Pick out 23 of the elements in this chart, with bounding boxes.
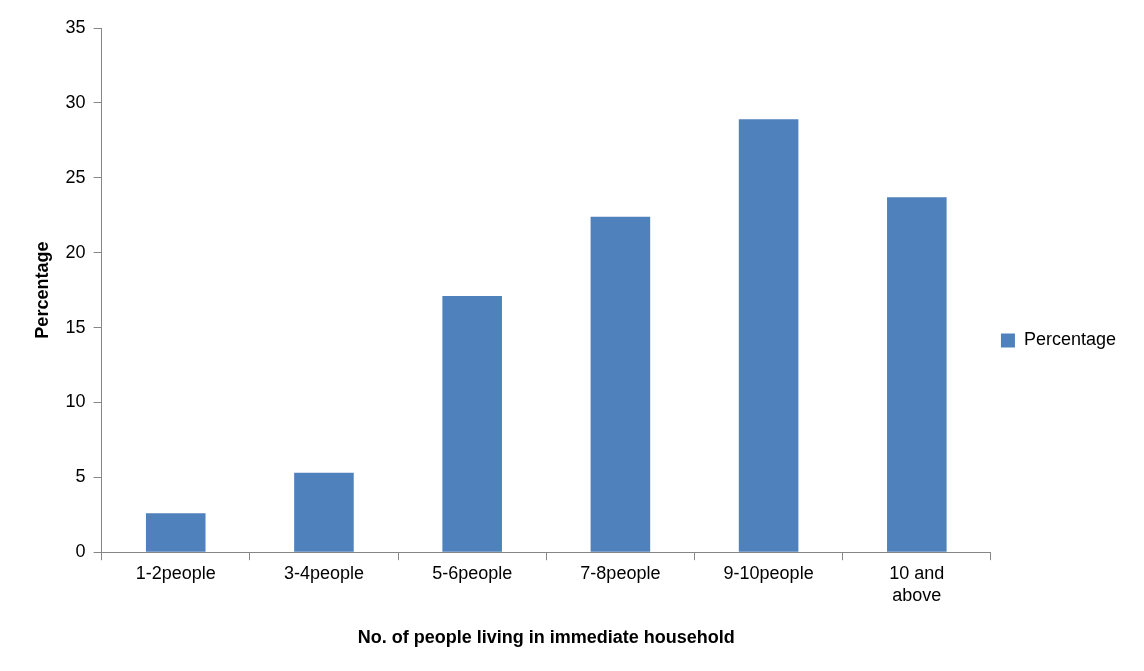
bar	[442, 296, 502, 552]
y-tick-label: 10	[65, 391, 86, 412]
y-tick-label: 35	[65, 16, 86, 37]
bar	[887, 197, 947, 552]
bar	[738, 119, 799, 552]
bar	[145, 513, 206, 552]
y-tick-label: 15	[65, 316, 86, 337]
y-tick-label: 30	[65, 91, 86, 112]
x-tick-label: 1-2people	[135, 562, 216, 583]
bar	[294, 472, 354, 552]
y-axis-title: Percentage	[31, 241, 52, 339]
y-tick-label: 0	[75, 541, 86, 562]
x-tick-label: 9-10people	[723, 562, 814, 583]
y-tick-label: 25	[65, 166, 86, 187]
x-tick-label: 7-8people	[580, 562, 661, 583]
y-tick-label: 20	[65, 241, 86, 262]
y-tick-label: 5	[75, 466, 86, 487]
x-tick-label: 3-4people	[283, 562, 364, 583]
x-axis-title: No. of people living in immediate household	[357, 627, 735, 648]
x-tick-label: 10 and above	[889, 562, 945, 605]
x-tick-label: 5-6people	[432, 562, 513, 583]
legend-label: Percentage	[1023, 329, 1117, 350]
bar	[590, 216, 651, 552]
